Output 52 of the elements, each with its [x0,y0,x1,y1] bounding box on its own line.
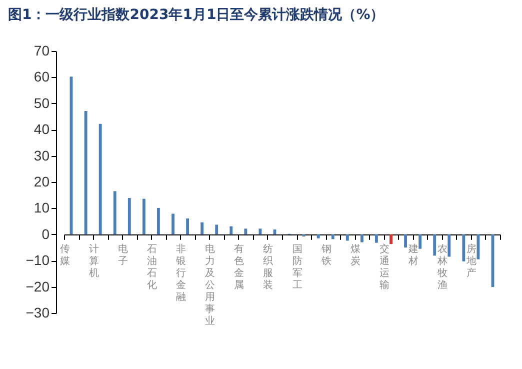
x-tick-label: 非银行金融 [175,242,186,303]
y-tick-label: 60 [34,68,50,85]
bar [390,234,392,244]
x-tick-label: 有色金属 [234,242,244,291]
x-tick-label: 钢铁 [320,244,332,267]
bar [462,234,466,262]
y-tick-label: 20 [34,174,50,190]
bar [230,226,233,234]
y-tick-label: 0 [42,226,50,242]
y-tick-label: −10 [26,252,50,268]
x-tick-label: 交通运输 [380,242,390,291]
bar [244,228,248,234]
bar [448,234,451,257]
bar [404,234,407,248]
x-tick-label: 国防军工 [292,244,302,291]
y-tick-label: 10 [34,200,50,216]
bar [331,234,334,240]
x-tick-label: 计算机 [88,242,99,279]
x-tick-label: 电子 [118,242,128,267]
bar [258,228,262,234]
x-tick-label: 石油石化 [146,244,157,291]
x-tick-label: 纺织服装 [263,242,274,291]
bar [360,234,364,242]
x-tick-label: 煤炭 [350,242,360,267]
bar [186,218,189,234]
x-tick-label: 房地产 [466,242,477,279]
bar [113,191,116,234]
bar [316,234,320,238]
bar [157,208,160,234]
bar [375,234,378,243]
bar [433,234,436,256]
y-tick-label: 70 [34,42,50,58]
bar [346,234,349,241]
y-tick-label: −30 [26,304,50,320]
y-tick-label: 30 [34,147,50,164]
bar [418,234,422,249]
bar [172,214,174,234]
bar [98,124,102,234]
chart-title: 图1：一级行业指数2023年1月1日至今累计涨跌情况（%） [8,7,384,23]
bar [142,198,146,234]
bar [84,111,88,234]
bar [215,224,218,234]
x-tick-label: 建材 [408,242,419,267]
bar [128,198,131,234]
x-tick-label: 农林牧渔 [436,244,448,291]
y-tick-label: −20 [26,278,50,294]
y-tick-label: 40 [34,121,50,138]
x-tick-label: 传媒 [60,244,70,267]
x-tick-label: 电力及公用事业 [205,242,216,327]
bar [476,234,480,260]
bar [200,222,204,234]
y-tick-label: 50 [34,94,50,111]
